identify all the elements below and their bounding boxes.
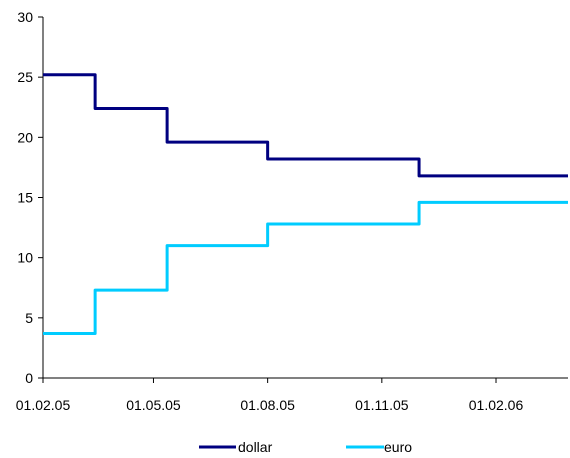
y-tick-label: 25 <box>17 69 33 85</box>
legend: dollar euro <box>199 439 412 455</box>
y-tick-label: 0 <box>25 370 33 386</box>
legend-label-euro: euro <box>384 439 412 455</box>
x-axis: 01.02.05 01.05.05 01.08.05 01.11.05 01.02.06 <box>16 378 568 413</box>
y-tick-label: 20 <box>17 129 33 145</box>
series-layer <box>43 75 568 334</box>
y-tick-label: 5 <box>25 310 33 326</box>
y-tick-label: 15 <box>17 190 33 206</box>
y-tick-label: 30 <box>17 9 33 25</box>
y-axis: 0 5 10 15 20 25 30 <box>17 9 43 386</box>
series-line-euro <box>43 202 568 333</box>
x-tick-label: 01.11.05 <box>355 397 409 413</box>
x-tick-label: 01.02.06 <box>469 397 524 413</box>
y-tick-label: 10 <box>17 250 33 266</box>
legend-label-dollar: dollar <box>238 439 273 455</box>
series-line-dollar <box>43 75 568 176</box>
x-tick-label: 01.05.05 <box>126 397 181 413</box>
x-tick-label: 01.02.05 <box>16 397 71 413</box>
x-tick-label: 01.08.05 <box>240 397 295 413</box>
